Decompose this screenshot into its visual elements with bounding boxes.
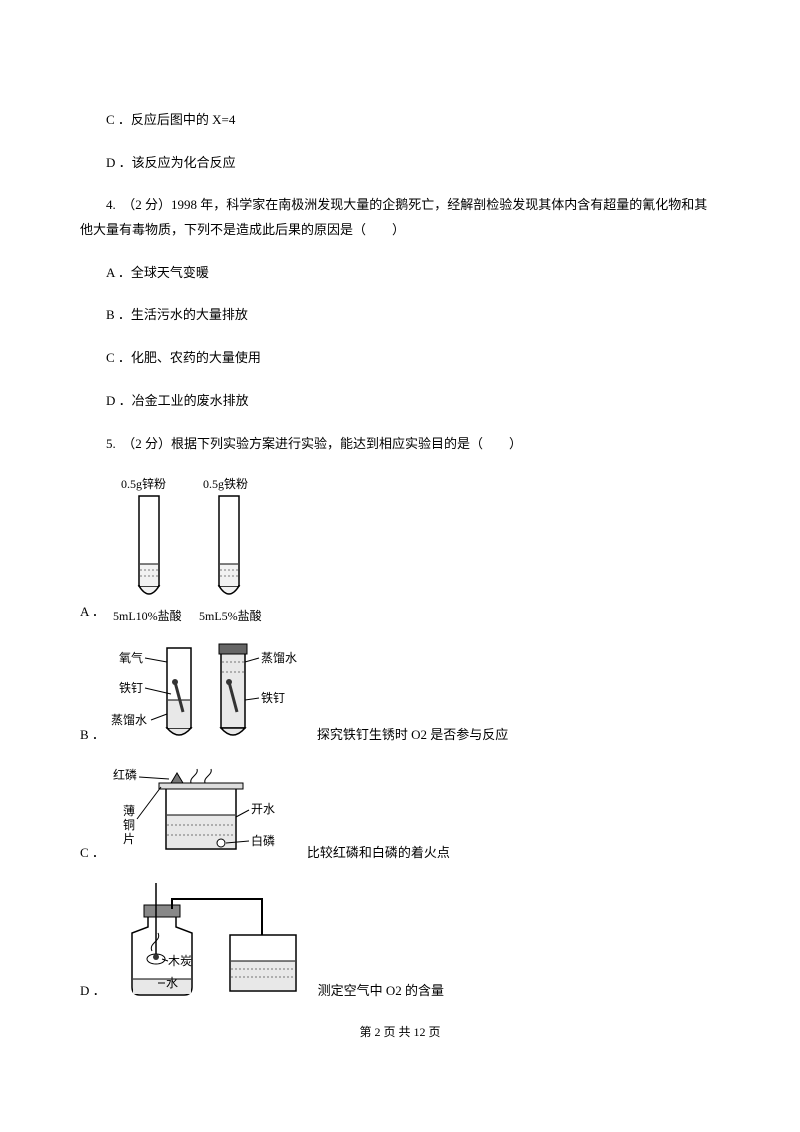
label-oxygen: 氧气 — [119, 650, 143, 665]
beaker — [159, 769, 243, 849]
label-hotwater: 开水 — [251, 802, 275, 816]
label-iron: 0.5g铁粉 — [203, 477, 248, 491]
label-copper-2: 铜 — [123, 817, 135, 832]
label-whitep: 白磷 — [251, 833, 275, 848]
q4-option-d: D ．冶金工业的废水排放 — [80, 389, 720, 414]
label-copper-1: 薄 — [123, 803, 135, 818]
q5-option-b: B ． 氧气 铁钉 蒸馏水 — [80, 642, 720, 747]
q5-option-d: D ． — [80, 883, 720, 1003]
q5-b-figure: 氧气 铁钉 蒸馏水 蒸馏 — [111, 642, 311, 747]
q5-c-label: C ． — [80, 841, 105, 866]
footer-mid: 页 共 — [380, 1025, 413, 1039]
q5-d-desc: 测定空气中 O2 的含量 — [318, 979, 444, 1004]
footer-total: 12 — [414, 1025, 426, 1039]
q4-option-a: A ．全球天气变暖 — [80, 261, 720, 286]
tube-left-oxygen — [167, 648, 191, 735]
label-hcl-left: 5mL10%盐酸 — [113, 608, 182, 623]
footer-prefix: 第 — [359, 1025, 374, 1039]
q5-a-figure: 0.5g锌粉 0.5g铁粉 — [111, 474, 281, 624]
page-content: C ．反应后图中的 X=4 D ．该反应为化合反应 4. （2 分）1998 年… — [0, 0, 800, 1074]
label-zinc: 0.5g锌粉 — [121, 477, 166, 491]
q5-b-label: B ． — [80, 723, 105, 748]
q3-option-d: D ．该反应为化合反应 — [80, 151, 720, 176]
q3-option-c: C ．反应后图中的 X=4 — [80, 108, 720, 133]
q5-option-a: A ． 0.5g锌粉 0.5g铁粉 — [80, 474, 720, 624]
q5-c-figure: 红磷 薄 铜 片 开水 白磷 — [111, 765, 301, 865]
q5-b-desc: 探究铁钉生锈时 O2 是否参与反应 — [317, 723, 508, 748]
label-nail-r: 铁钉 — [261, 691, 285, 705]
q5-d-figure: 木炭 水 — [112, 883, 312, 1003]
label-nail-l: 铁钉 — [119, 681, 143, 695]
q5-a-label: A ． — [80, 600, 105, 625]
label-water-d: 水 — [166, 976, 178, 990]
test-tube-left — [139, 496, 159, 594]
label-water-l: 蒸馏水 — [111, 713, 147, 727]
footer-suffix: 页 — [426, 1025, 441, 1039]
q4-option-c: C ．化肥、农药的大量使用 — [80, 346, 720, 371]
label-charcoal: 木炭 — [168, 954, 192, 968]
label-water-r: 蒸馏水 — [261, 651, 297, 665]
page-footer: 第 2 页 共 12 页 — [80, 1021, 720, 1044]
q5-c-desc: 比较红磷和白磷的着火点 — [307, 841, 450, 866]
q4-option-b: B ．生活污水的大量排放 — [80, 303, 720, 328]
tube-right-water — [219, 644, 247, 735]
beaker-water — [230, 935, 296, 991]
q4-stem: 4. （2 分）1998 年，科学家在南极洲发现大量的企鹅死亡，经解剖检验发现其… — [80, 193, 720, 242]
q5-option-c: C ． — [80, 765, 720, 865]
label-hcl-right: 5mL5%盐酸 — [199, 608, 262, 623]
test-tube-right — [219, 496, 239, 594]
label-redp: 红磷 — [113, 767, 137, 782]
label-copper-3: 片 — [123, 832, 135, 846]
q5-stem: 5. （2 分）根据下列实验方案进行实验，能达到相应实验目的是（ ） — [80, 432, 720, 457]
q5-d-label: D ． — [80, 979, 106, 1004]
